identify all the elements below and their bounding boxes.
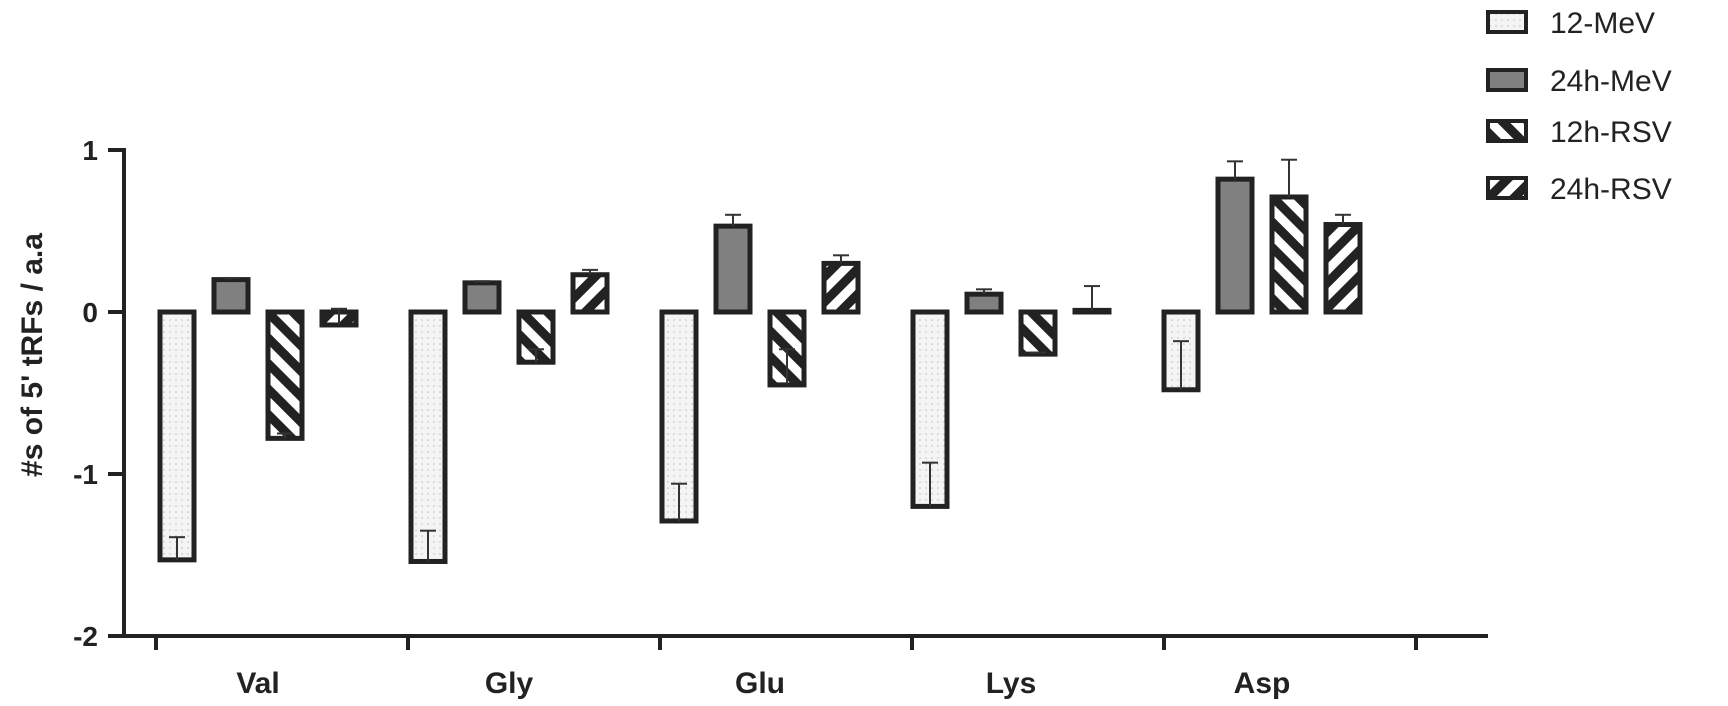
bar-val-1 bbox=[211, 277, 251, 315]
x-tick-label-gly: Gly bbox=[485, 667, 534, 700]
legend-label-3: 24h-RSV bbox=[1550, 173, 1672, 206]
legend-label-0: 12-MeV bbox=[1550, 7, 1655, 40]
legend-swatch-2 bbox=[1486, 119, 1528, 143]
legend-label-2: 12h-RSV bbox=[1550, 116, 1672, 149]
y-axis-title: #s of 5' tRFs / a.a bbox=[16, 233, 49, 477]
bar-glu-1 bbox=[713, 223, 753, 315]
x-tick-label-val: Val bbox=[236, 667, 279, 700]
bar-asp-3 bbox=[1323, 222, 1363, 315]
legend-swatch-1 bbox=[1486, 68, 1528, 92]
bar-gly-0 bbox=[408, 309, 448, 564]
legend-label-1: 24h-MeV bbox=[1550, 65, 1672, 98]
y-tick-label-0: 1 bbox=[82, 135, 98, 166]
bar-glu-3 bbox=[821, 260, 861, 315]
y-tick-label-3: -2 bbox=[73, 621, 98, 652]
bar-asp-1 bbox=[1215, 176, 1255, 315]
bar-lys-2 bbox=[1018, 309, 1058, 357]
bar-gly-1 bbox=[462, 280, 502, 315]
plot-area bbox=[157, 158, 1363, 564]
legend: 12-MeV 24h-MeV 12h-RSV 24h-RSV bbox=[1486, 7, 1672, 206]
x-tick-label-lys: Lys bbox=[986, 667, 1037, 700]
x-tick-label-glu: Glu bbox=[735, 667, 785, 700]
legend-swatch-0 bbox=[1486, 10, 1528, 34]
y-tick-label-2: -1 bbox=[73, 459, 98, 490]
y-axis: 1 0 -1 -2 bbox=[73, 135, 126, 652]
bar-gly-3 bbox=[570, 272, 610, 315]
bar-lys-3 bbox=[1072, 307, 1112, 315]
x-tick-label-asp: Asp bbox=[1234, 667, 1291, 700]
y-tick-label-1: 0 bbox=[82, 297, 98, 328]
bar-val-2 bbox=[265, 309, 305, 441]
legend-swatch-3 bbox=[1486, 176, 1528, 200]
bar-asp-2 bbox=[1269, 194, 1309, 315]
x-axis: Val Gly Glu Lys Asp bbox=[122, 634, 1488, 700]
bar-lys-1 bbox=[964, 291, 1004, 315]
bar-val-0 bbox=[157, 309, 197, 563]
